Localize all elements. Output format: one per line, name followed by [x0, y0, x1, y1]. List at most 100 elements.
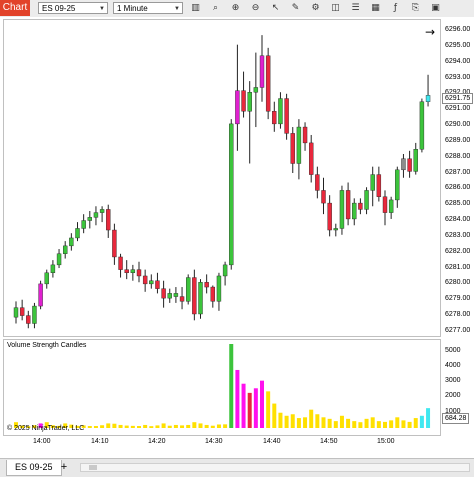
- candle-body: [309, 142, 314, 175]
- volume-bar: [223, 424, 228, 428]
- volume-bar: [44, 422, 49, 428]
- candle-body: [241, 90, 246, 112]
- candle-body: [216, 275, 222, 302]
- chevron-down-icon: ▼: [174, 6, 180, 12]
- volume-panel[interactable]: Volume Strength Candles © 2025 NinjaTrad…: [3, 339, 441, 436]
- candle-body: [204, 282, 209, 288]
- chevron-down-icon: ▼: [99, 6, 105, 12]
- instrument-tab[interactable]: ES 09-25: [6, 460, 62, 476]
- candle-body: [345, 190, 351, 220]
- volume-bar: [50, 425, 55, 428]
- candle-body: [118, 256, 123, 270]
- volume-bar: [137, 426, 141, 428]
- volume-last-value: 684.28: [442, 412, 470, 424]
- volume-bar: [321, 417, 326, 428]
- candle-body: [93, 212, 99, 218]
- volume-bar: [278, 412, 283, 428]
- time-axis-tick: 14:10: [91, 438, 109, 445]
- candle-body: [352, 202, 357, 220]
- volume-axis-tick: 2000: [445, 392, 461, 400]
- candle-body: [26, 315, 31, 324]
- workspace-icon[interactable]: ▣: [431, 3, 440, 13]
- volume-bar: [315, 414, 320, 428]
- candle-body: [112, 229, 117, 258]
- candle-body: [364, 190, 369, 210]
- candle-body: [302, 126, 308, 144]
- horizontal-scrollbar[interactable]: [80, 463, 470, 472]
- strategy-icon[interactable]: ⚙: [311, 3, 320, 13]
- volume-bar: [143, 424, 148, 428]
- volume-bar: [370, 417, 375, 428]
- zoom-out-icon[interactable]: ⊖: [251, 3, 260, 13]
- volume-bar: [376, 421, 381, 428]
- candle-body: [290, 133, 295, 164]
- indicators-icon[interactable]: ƒ: [393, 3, 398, 13]
- volume-bar: [38, 423, 43, 428]
- volume-bar: [87, 426, 92, 428]
- scrollbar-thumb[interactable]: [89, 465, 97, 470]
- candle-body: [382, 196, 388, 213]
- camera-icon[interactable]: ◫: [331, 3, 340, 13]
- bar-chart-icon[interactable]: ▥: [191, 3, 200, 13]
- instrument-selector[interactable]: ES 09-25 ▼: [38, 2, 108, 14]
- magnifier-icon[interactable]: ⌕: [212, 3, 219, 13]
- volume-bar: [272, 403, 277, 428]
- time-axis-tick: 14:30: [205, 438, 223, 445]
- volume-bar: [161, 423, 166, 428]
- volume-bar: [413, 418, 418, 428]
- volume-bar: [358, 422, 363, 428]
- volume-bar: [210, 425, 215, 428]
- candle-body: [185, 277, 191, 302]
- price-axis-tick: 6278.00: [445, 311, 471, 319]
- time-axis[interactable]: 14:00 14:10 14:20 14:30 14:40 14:50 15:00: [0, 437, 474, 457]
- candle-body: [321, 190, 326, 204]
- candle-body: [253, 87, 259, 93]
- volume-bar: [57, 425, 62, 428]
- candle-body: [235, 90, 240, 125]
- volume-bar: [118, 424, 123, 428]
- candle-body: [413, 149, 418, 172]
- volume-bar: [149, 426, 154, 428]
- volume-bar: [303, 417, 308, 428]
- chart-window-tab[interactable]: Chart: [0, 0, 30, 16]
- attach-icon[interactable]: ⎘: [411, 3, 420, 13]
- candle-body: [87, 217, 93, 221]
- volume-bar: [266, 391, 271, 428]
- interval-selector[interactable]: 1 Minute ▼: [113, 2, 183, 14]
- pencil-icon[interactable]: ✎: [291, 3, 300, 13]
- chart-area[interactable]: → 6296.006295.006294.006293.006292.00629…: [0, 17, 474, 458]
- properties-icon[interactable]: ☰: [351, 3, 360, 13]
- candle-body: [81, 220, 86, 229]
- volume-bar: [14, 422, 18, 428]
- volume-bar: [180, 425, 185, 428]
- volume-bar: [26, 426, 31, 428]
- volume-bar: [198, 423, 203, 428]
- volume-bar: [260, 380, 264, 428]
- volume-bar: [216, 424, 221, 428]
- volume-bar: [69, 424, 74, 428]
- price-axis-tick: 6296.00: [445, 26, 471, 33]
- candle-body: [130, 269, 136, 273]
- cursor-icon[interactable]: ↖: [271, 3, 280, 13]
- volume-bar: [407, 421, 412, 428]
- add-tab-button[interactable]: +: [60, 461, 68, 473]
- candle-body: [247, 91, 252, 112]
- candle-body: [38, 283, 43, 307]
- volume-bar: [93, 426, 98, 428]
- zoom-in-icon[interactable]: ⊕: [231, 3, 240, 13]
- candle-body: [50, 264, 56, 274]
- candle-body: [388, 199, 394, 213]
- candle-body: [358, 202, 363, 210]
- volume-bar: [309, 409, 314, 428]
- volume-indicator-title: Volume Strength Candles: [7, 342, 87, 349]
- candle-body: [19, 307, 25, 316]
- price-panel[interactable]: →: [3, 19, 441, 337]
- chart-tab-bar: ES 09-25 +: [0, 458, 474, 477]
- volume-chart-svg: [14, 344, 431, 428]
- candle-body: [222, 264, 228, 277]
- volume-bar: [241, 383, 246, 428]
- candle-body: [192, 277, 197, 315]
- price-axis-tick: 6284.00: [445, 216, 471, 224]
- grid-icon[interactable]: ▦: [371, 3, 380, 13]
